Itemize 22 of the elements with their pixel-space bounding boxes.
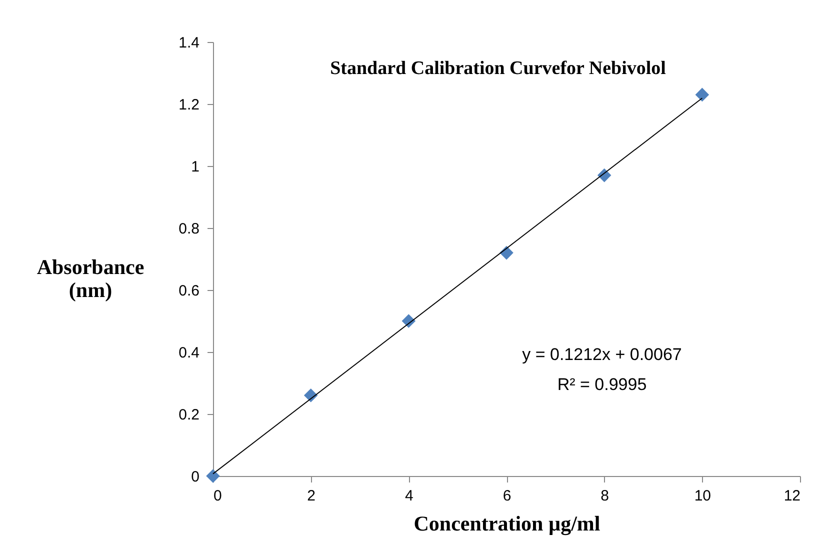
y-tick-label: 1 bbox=[191, 158, 200, 176]
y-axis-title: Absorbance (nm) bbox=[36, 255, 144, 302]
x-tick-label: 10 bbox=[694, 488, 712, 504]
y-tick-label: 0.2 bbox=[178, 406, 200, 424]
y-tick-label: 0 bbox=[191, 468, 200, 486]
annotation: R² = 0.9995 bbox=[557, 375, 647, 394]
x-tick-label: 6 bbox=[502, 488, 512, 504]
x-tick-label: 12 bbox=[784, 488, 800, 504]
x-tick-label: 4 bbox=[404, 488, 414, 504]
point bbox=[695, 88, 710, 102]
point bbox=[206, 469, 220, 483]
x-tick-label: 0 bbox=[214, 488, 222, 504]
y-tick-label: 0.4 bbox=[178, 344, 200, 362]
y-tick-label: 1.2 bbox=[178, 96, 200, 114]
y-tick-label: 0.8 bbox=[178, 220, 200, 238]
y-tick-label: 1.4 bbox=[178, 34, 200, 52]
text: Standard Calibration Curvefor Nebivolol bbox=[330, 58, 666, 79]
x-tick-label: 2 bbox=[307, 488, 316, 504]
x-tick-label: 8 bbox=[600, 488, 610, 504]
x-axis-title: Concentration µg/ml bbox=[414, 512, 600, 536]
annotation: y = 0.1212x + 0.0067 bbox=[522, 345, 682, 364]
y-tick-label: 0.6 bbox=[178, 282, 200, 300]
